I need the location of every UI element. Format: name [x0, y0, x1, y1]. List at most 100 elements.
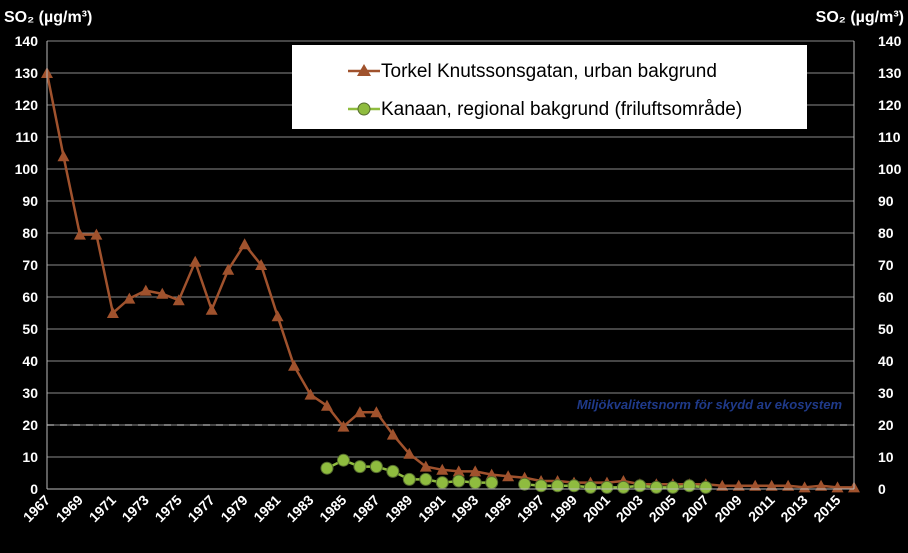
data-point-circle	[666, 480, 680, 494]
legend-label-urban: Torkel Knutssonsgatan, urban bakgrund	[381, 61, 717, 82]
data-point-circle	[468, 476, 482, 490]
data-point-triangle	[123, 292, 136, 304]
data-point-circle	[600, 480, 614, 494]
legend-label-regional: Kanaan, regional bakgrund (friluftsområd…	[381, 99, 742, 120]
data-point-triangle	[469, 465, 482, 477]
data-point-triangle	[765, 479, 778, 491]
y-tick-label-right: 20	[878, 417, 894, 433]
y-tick-label-right: 130	[878, 65, 902, 81]
y-axis-title-right: SO₂ (µg/m³)	[816, 9, 904, 26]
data-point-circle	[551, 479, 565, 493]
data-point-circle	[699, 480, 713, 494]
data-point-circle	[402, 472, 416, 486]
y-tick-label-left: 50	[22, 321, 38, 337]
y-tick-label-left: 130	[15, 65, 39, 81]
data-point-triangle	[205, 303, 218, 315]
y-tick-label-left: 60	[22, 289, 38, 305]
y-tick-label-left: 140	[15, 33, 39, 49]
data-point-triangle	[831, 481, 844, 493]
data-point-circle	[649, 480, 663, 494]
data-point-triangle	[320, 399, 333, 411]
y-tick-label-right: 90	[878, 193, 894, 209]
series-layer	[41, 67, 860, 494]
data-point-circle	[369, 460, 383, 474]
data-point-triangle	[255, 259, 268, 270]
legend-box	[292, 45, 807, 129]
legend-marker-triangle	[357, 64, 371, 76]
data-point-circle	[353, 460, 367, 474]
y-tick-label-right: 140	[878, 33, 902, 49]
y-tick-label-right: 120	[878, 97, 902, 113]
data-point-triangle	[353, 406, 366, 418]
y-tick-label-right: 0	[878, 481, 886, 497]
data-point-triangle	[271, 310, 284, 322]
legend-marker-circle	[357, 102, 371, 116]
y-tick-label-right: 110	[878, 129, 901, 145]
y-tick-label-right: 10	[878, 449, 894, 465]
y-tick-label-right: 70	[878, 257, 894, 273]
y-tick-label-left: 20	[22, 417, 38, 433]
data-point-triangle	[716, 479, 729, 491]
data-point-triangle	[288, 359, 301, 371]
data-point-circle	[518, 477, 532, 491]
data-point-circle	[320, 461, 334, 475]
data-point-triangle	[304, 388, 317, 400]
data-point-triangle	[436, 463, 449, 475]
y-tick-label-right: 40	[878, 353, 894, 369]
data-point-triangle	[337, 420, 350, 432]
y-tick-label-left: 110	[15, 129, 38, 145]
data-point-triangle	[815, 479, 828, 491]
y-tick-label-right: 100	[878, 161, 902, 177]
y-tick-label-right: 30	[878, 385, 894, 401]
y-tick-label-left: 30	[22, 385, 38, 401]
data-point-circle	[583, 480, 597, 494]
data-point-circle	[419, 472, 433, 486]
y-tick-label-left: 70	[22, 257, 38, 273]
y-tick-label-left: 90	[22, 193, 38, 209]
data-point-circle	[485, 476, 499, 490]
data-point-circle	[633, 479, 647, 493]
data-point-triangle	[370, 406, 383, 418]
data-point-triangle	[419, 460, 432, 472]
data-point-circle	[336, 453, 350, 467]
data-point-triangle	[732, 479, 745, 491]
y-tick-label-right: 80	[878, 225, 894, 241]
y-tick-label-left: 0	[30, 481, 38, 497]
data-point-triangle	[172, 294, 185, 306]
series-2	[320, 453, 713, 494]
data-point-triangle	[222, 263, 235, 275]
y-tick-label-right: 60	[878, 289, 894, 305]
data-point-circle	[567, 479, 581, 493]
data-point-triangle	[238, 238, 251, 250]
data-point-triangle	[139, 284, 152, 296]
data-point-circle	[682, 479, 696, 493]
y-tick-label-right: 50	[878, 321, 894, 337]
data-point-circle	[386, 464, 400, 478]
y-tick-label-left: 10	[22, 449, 38, 465]
data-point-triangle	[57, 150, 70, 162]
data-point-triangle	[106, 307, 119, 318]
data-point-circle	[452, 474, 466, 488]
data-point-triangle	[156, 287, 169, 299]
data-point-triangle	[502, 470, 515, 482]
data-point-triangle	[189, 255, 202, 267]
y-tick-label-left: 120	[15, 97, 39, 113]
y-tick-label-left: 40	[22, 353, 38, 369]
data-point-triangle	[90, 228, 103, 240]
gridlines	[47, 40, 854, 458]
reference-line-group: Miljökvalitetsnorm för skydd av ekosyste…	[47, 397, 854, 426]
data-point-circle	[435, 476, 449, 490]
data-point-triangle	[386, 428, 399, 440]
legend: Torkel Knutssonsgatan, urban bakgrund Ka…	[292, 45, 807, 129]
y-tick-label-left: 80	[22, 225, 38, 241]
data-point-circle	[534, 479, 548, 493]
data-point-triangle	[749, 479, 762, 491]
data-point-triangle	[798, 481, 811, 493]
data-point-triangle	[452, 465, 465, 477]
y-tick-label-left: 100	[15, 161, 39, 177]
data-point-triangle	[782, 479, 795, 491]
data-point-circle	[616, 480, 630, 494]
data-point-triangle	[403, 447, 416, 459]
reference-line-label: Miljökvalitetsnorm för skydd av ekosyste…	[577, 397, 843, 412]
